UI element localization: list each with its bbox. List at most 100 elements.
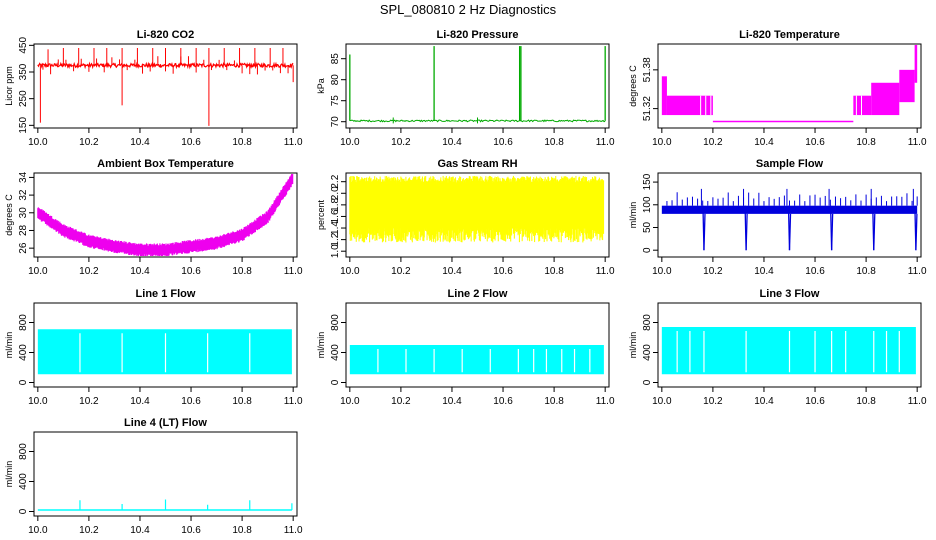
x-tick-label: 10.8: [856, 396, 876, 407]
x-tick-label: 11.0: [284, 266, 303, 277]
panel-title: Line 2 Flow: [448, 288, 508, 300]
y-axis-label: percent: [316, 199, 326, 230]
figure-title: SPL_080810 2 Hz Diagnostics: [380, 2, 557, 17]
y-tick-label: 50: [642, 221, 653, 233]
x-tick-label: 10.2: [703, 396, 723, 407]
y-tick-label: 34: [18, 171, 29, 183]
y-tick-label: 400: [330, 344, 341, 361]
x-axis: 10.0 10.2 10.4 10.6 10.8 11.0: [28, 128, 303, 148]
plot-frame: [345, 302, 610, 388]
x-tick-label: 10.2: [79, 525, 99, 536]
y-tick-label: 70: [330, 116, 341, 128]
y-tick-label: 1.2: [330, 232, 341, 246]
y-tick-label: 350: [18, 63, 29, 80]
panel-title: Ambient Box Temperature: [97, 158, 234, 170]
y-tick-label: 1.8: [330, 197, 341, 211]
x-tick-label: 10.6: [493, 396, 513, 407]
y-tick-label: 0: [330, 379, 341, 385]
x-tick-label: 11.0: [284, 396, 303, 407]
y-axis: 0 400 800: [330, 314, 346, 385]
x-tick-label: 10.2: [703, 266, 723, 277]
x-tick-label: 10.6: [805, 396, 825, 407]
y-tick-label: 800: [642, 314, 653, 331]
x-tick-label: 10.0: [28, 525, 48, 536]
y-tick-label: 26: [18, 242, 29, 254]
series-line: [349, 345, 604, 375]
x-tick-label: 11.0: [596, 137, 615, 148]
series-line: [37, 48, 294, 126]
temp-gap: [855, 95, 857, 116]
x-tick-label: 10.6: [493, 137, 513, 148]
y-tick-label: 0: [642, 379, 653, 385]
plot-frame: [657, 43, 922, 129]
y-tick-label: 800: [18, 443, 29, 460]
y-tick-label: 1.0: [330, 244, 341, 258]
x-tick-label: 10.2: [79, 137, 99, 148]
x-tick-label: 10.4: [130, 137, 150, 148]
plot-frame: [33, 431, 298, 517]
x-tick-label: 11.0: [596, 396, 615, 407]
series-line: [37, 329, 292, 375]
y-axis-label: ml/min: [316, 332, 326, 359]
panel-title: Li-820 Temperature: [739, 29, 840, 41]
x-tick-label: 10.4: [442, 396, 462, 407]
y-tick-label: 0: [642, 247, 653, 253]
temp-gap: [860, 95, 862, 116]
x-tick-label: 10.8: [544, 266, 564, 277]
panel-2: Li-820 Pressure 10.0 10.2 10.4 10.6 10.8 11.0 7…: [316, 29, 615, 148]
plot-frame: [657, 302, 922, 388]
y-tick-label: 800: [18, 314, 29, 331]
temp-band: [914, 45, 918, 83]
y-tick-label: 0: [18, 379, 29, 385]
y-axis: 0 400 800: [18, 314, 34, 385]
x-axis: 10.0 10.2 10.4 10.6 10.8 11.0: [28, 387, 303, 407]
x-tick-label: 10.8: [544, 137, 564, 148]
y-axis: 0 400 800: [642, 314, 658, 385]
panel-7: Line 1 Flow 10.0 10.2 10.4 10.6 10.8 11.0 0 400 8…: [4, 288, 303, 407]
y-axis-label: ml/min: [628, 332, 638, 359]
x-tick-label: 11.0: [284, 137, 303, 148]
x-tick-label: 10.8: [232, 137, 252, 148]
y-tick-label: 150: [642, 173, 653, 190]
panel-1: Li-820 CO2 10.0 10.2 10.4 10.6 10.8 11.0 150 250…: [4, 29, 303, 148]
panel-8: Line 2 Flow 10.0 10.2 10.4 10.6 10.8 11.0 0 400 8…: [316, 288, 615, 407]
series-line: [661, 188, 918, 251]
y-axis: 1.01.21.41.61.82.02.2: [330, 174, 346, 258]
x-tick-label: 11.0: [908, 266, 927, 277]
y-axis-label: ml/min: [4, 332, 14, 359]
panel-title: Gas Stream RH: [437, 158, 517, 170]
x-tick-label: 10.0: [652, 266, 672, 277]
panel-3: Li-820 Temperature 10.0 10.2 10.4 10.6 10.8 11…: [628, 29, 927, 148]
x-tick-label: 11.0: [908, 137, 927, 148]
x-tick-label: 10.0: [28, 137, 48, 148]
x-tick-label: 10.4: [442, 137, 462, 148]
x-tick-label: 10.0: [28, 266, 48, 277]
x-tick-label: 10.6: [181, 266, 201, 277]
x-tick-label: 10.6: [181, 525, 201, 536]
series-line: [349, 175, 605, 243]
plot-frame: [33, 172, 298, 258]
plot-frame: [345, 172, 610, 258]
x-tick-label: 10.0: [340, 266, 360, 277]
y-tick-label: 85: [330, 53, 341, 65]
y-tick-label: 800: [330, 314, 341, 331]
y-axis: 70 75 80 85: [330, 53, 346, 128]
y-tick-label: 51.32: [642, 96, 653, 121]
x-tick-label: 10.2: [391, 137, 411, 148]
data-trace: [830, 213, 834, 251]
x-tick-label: 10.8: [232, 266, 252, 277]
y-tick-label: 400: [18, 473, 29, 490]
x-axis: 10.0 10.2 10.4 10.6 10.8 11.0: [340, 128, 615, 148]
panel-title: Sample Flow: [756, 158, 824, 170]
plot-frame: [33, 302, 298, 388]
data-trace: [703, 213, 706, 251]
panel-title: Line 1 Flow: [136, 288, 196, 300]
temp-gap: [700, 95, 702, 116]
series-line: [37, 174, 294, 256]
x-axis: 10.0 10.2 10.4 10.6 10.8 11.0: [340, 257, 615, 277]
x-tick-label: 10.2: [703, 137, 723, 148]
x-tick-label: 10.6: [181, 137, 201, 148]
y-tick-label: 2.2: [330, 174, 341, 188]
x-axis: 10.0 10.2 10.4 10.6 10.8 11.0: [652, 387, 927, 407]
